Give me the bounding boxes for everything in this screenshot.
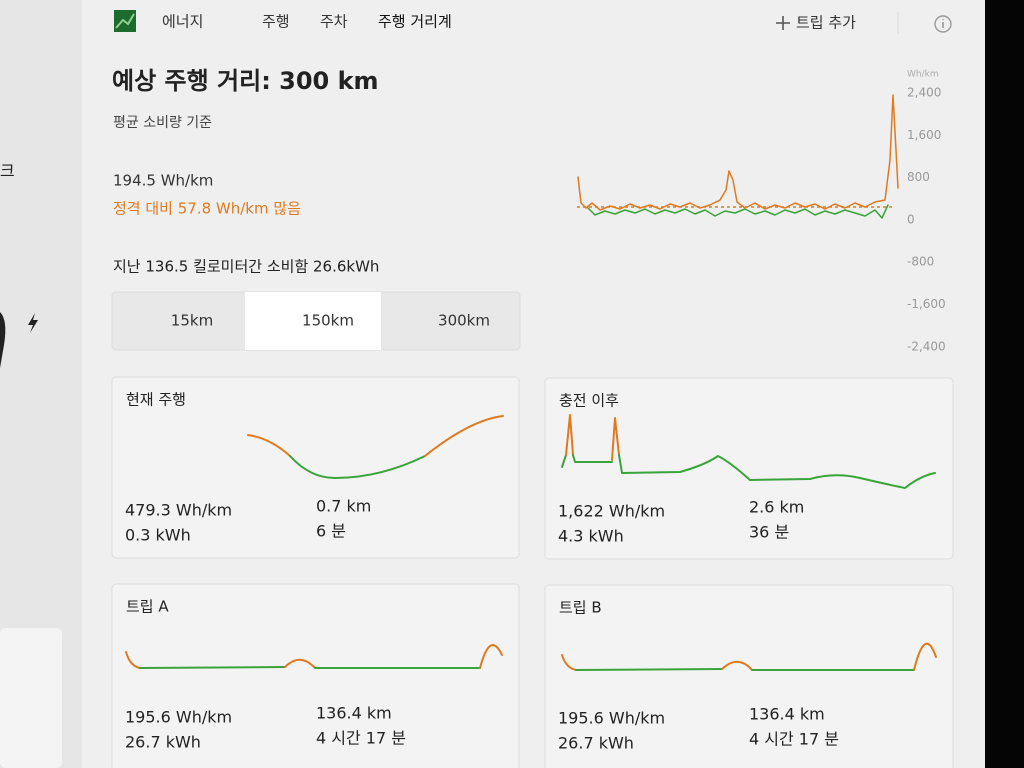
plus-icon <box>776 16 790 30</box>
card <box>111 376 520 559</box>
y-tick-label: 2,400 <box>907 86 941 100</box>
y-tick-label: -1,600 <box>907 297 946 311</box>
nav-tab[interactable]: 주차 <box>320 13 348 31</box>
y-tick-label: 0 <box>907 212 915 226</box>
sparkline-low <box>618 454 936 489</box>
sparkline-high <box>913 642 937 671</box>
card-stat: 136.4 km <box>316 704 392 723</box>
sparkline-low <box>561 454 567 468</box>
distance-option[interactable]: 150km <box>245 292 381 350</box>
sidebar-label: 크 <box>0 162 15 181</box>
summary: 지난 136.5 킬로미터간 소비함 26.6kWh <box>113 258 379 276</box>
card <box>544 377 954 560</box>
card-stat: 26.7 kWh <box>558 734 634 753</box>
comparison: 정격 대비 57.8 Wh/km 많음 <box>113 200 301 218</box>
y-tick-label: -2,400 <box>907 339 946 353</box>
sparkline-high <box>284 658 316 669</box>
card-stat: 479.3 Wh/km <box>125 501 232 520</box>
info-button[interactable] <box>934 15 952 33</box>
card-stat: 136.4 km <box>749 705 825 724</box>
chart-unit: Wh/km <box>907 70 939 80</box>
y-tick-label: -800 <box>907 255 934 269</box>
nav-tab[interactable]: 주행 <box>262 13 290 31</box>
add-trip-button[interactable]: 트립 추가 <box>776 14 856 32</box>
selected-highlight <box>245 292 381 350</box>
regen-line <box>587 204 889 219</box>
sparkline-high <box>424 415 504 457</box>
y-tick-label: 800 <box>907 170 930 184</box>
consumption: 194.5 Wh/km <box>113 172 213 190</box>
card-stat: 0.7 km <box>316 497 371 516</box>
sparkline-high <box>611 417 620 461</box>
distance-option-label: 300km <box>438 312 490 330</box>
charging-icon <box>28 313 38 333</box>
header-title: 에너지 <box>162 13 203 31</box>
add-trip-label: 트립 추가 <box>796 14 856 32</box>
car-edge <box>0 312 6 368</box>
sparkline-high <box>247 434 291 457</box>
card <box>111 583 520 768</box>
card-stat: 1,622 Wh/km <box>558 502 665 521</box>
card-stat: 195.6 Wh/km <box>558 709 665 728</box>
info-icon <box>934 15 952 33</box>
card-stat: 26.7 kWh <box>125 733 201 752</box>
card-title: 충전 이후 <box>559 392 619 410</box>
distance-option[interactable]: 15km <box>171 312 213 330</box>
card-title: 트립 A <box>126 598 169 616</box>
sparkline-high <box>565 414 574 456</box>
card-stat: 195.6 Wh/km <box>125 708 232 727</box>
sparkline-high <box>125 651 141 669</box>
sparkline-low <box>575 668 723 671</box>
sparkline-low <box>289 455 426 479</box>
card-stat: 36 분 <box>749 523 789 542</box>
card-stat: 6 분 <box>316 522 346 541</box>
consumption-line <box>577 94 899 211</box>
distance-option[interactable]: 300km <box>438 312 490 330</box>
y-tick-label: 1,600 <box>907 128 941 142</box>
energy-icon-line <box>115 13 135 29</box>
card-title: 트립 B <box>559 599 602 617</box>
distance-option-label: 15km <box>171 312 213 330</box>
sparkline-high <box>479 644 503 669</box>
sparkline-high <box>561 654 577 671</box>
card <box>544 584 954 768</box>
sparkline-high <box>721 660 753 671</box>
card-stat: 2.6 km <box>749 498 804 517</box>
distance-option-label: 150km <box>302 312 354 330</box>
nav-tab[interactable]: 주행 거리계 <box>378 13 452 31</box>
sparkline-low <box>139 666 286 669</box>
sparkline-low <box>572 454 613 463</box>
range-subtitle: 평균 소비량 기준 <box>113 115 212 131</box>
bezel <box>985 0 1024 768</box>
card-stat: 4 시간 17 분 <box>316 729 406 748</box>
card-stat: 0.3 kWh <box>125 526 191 545</box>
card-title: 현재 주행 <box>126 391 186 409</box>
range-title: 예상 주행 거리: 300 km <box>112 67 379 95</box>
card-stat: 4 시간 17 분 <box>749 730 839 749</box>
sidebar-panel <box>0 628 62 768</box>
card-stat: 4.3 kWh <box>558 527 624 546</box>
